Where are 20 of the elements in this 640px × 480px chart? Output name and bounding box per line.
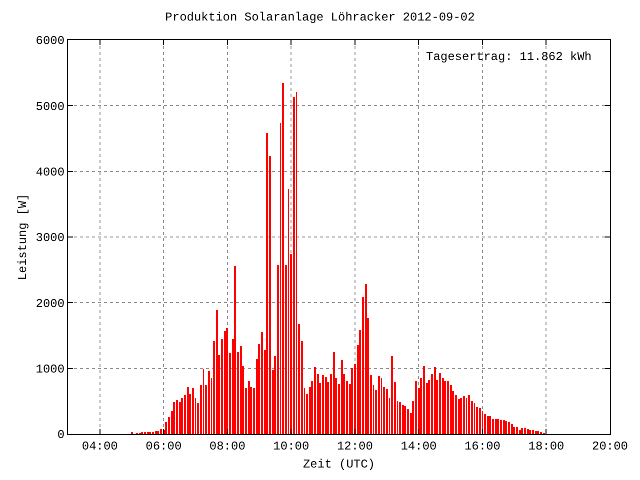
y-tick-label: 0	[57, 428, 65, 442]
x-tick-label: 14:00	[400, 439, 437, 454]
y-tick-label: 1000	[36, 362, 65, 377]
x-axis-title: Zeit (UTC)	[302, 457, 376, 472]
x-tick-label: 16:00	[464, 439, 500, 454]
x-tick-label: 12:00	[336, 439, 373, 454]
x-tick-label: 10:00	[273, 439, 310, 454]
x-tick-label: 20:00	[592, 439, 628, 454]
annotation: Tagesertrag: 11.862 kWh	[426, 50, 592, 64]
y-tick-label: 6000	[36, 34, 65, 48]
y-axis-title: Leistung [W]	[16, 194, 30, 280]
y-tick-label: 2000	[36, 296, 65, 311]
y-tick-label: 5000	[36, 100, 65, 114]
y-tick-label: 3000	[36, 231, 65, 246]
x-tick-label: 06:00	[146, 439, 182, 454]
x-tick-label: 04:00	[82, 439, 118, 454]
y-tick-label: 4000	[36, 166, 65, 180]
chart-title: Produktion Solaranlage Löhracker 2012-09-02	[165, 10, 475, 24]
x-tick-label: 08:00	[209, 439, 246, 454]
x-tick-label: 18:00	[528, 439, 564, 454]
